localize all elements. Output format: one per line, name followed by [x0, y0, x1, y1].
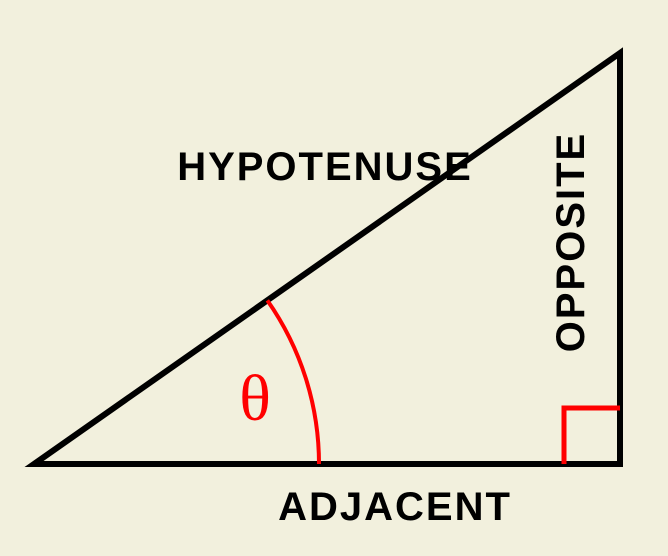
opposite-label: OPPOSITE [549, 132, 593, 353]
hypotenuse-label: HYPOTENUSE [177, 145, 473, 189]
adjacent-label: ADJACENT [278, 485, 512, 529]
theta-label: θ [239, 362, 271, 435]
